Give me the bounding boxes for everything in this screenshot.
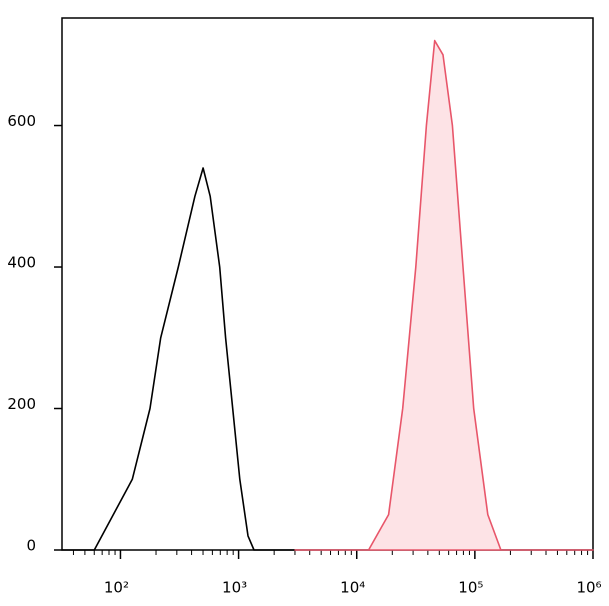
line bbox=[62, 167, 295, 551]
x-tick-label: 10⁶ bbox=[576, 579, 601, 597]
x-tick-label: 10³ bbox=[222, 579, 247, 597]
y-tick-label: 0 bbox=[26, 537, 36, 555]
area-line bbox=[294, 39, 594, 551]
x-tick-label: 10⁵ bbox=[458, 579, 483, 597]
plot-frame bbox=[61, 17, 594, 551]
x-tick-label: 10² bbox=[104, 579, 129, 597]
x-tick-label: 10⁴ bbox=[340, 579, 365, 597]
y-tick-label: 400 bbox=[7, 254, 36, 272]
y-tick-label: 200 bbox=[7, 395, 36, 413]
y-tick-label: 600 bbox=[7, 112, 36, 130]
